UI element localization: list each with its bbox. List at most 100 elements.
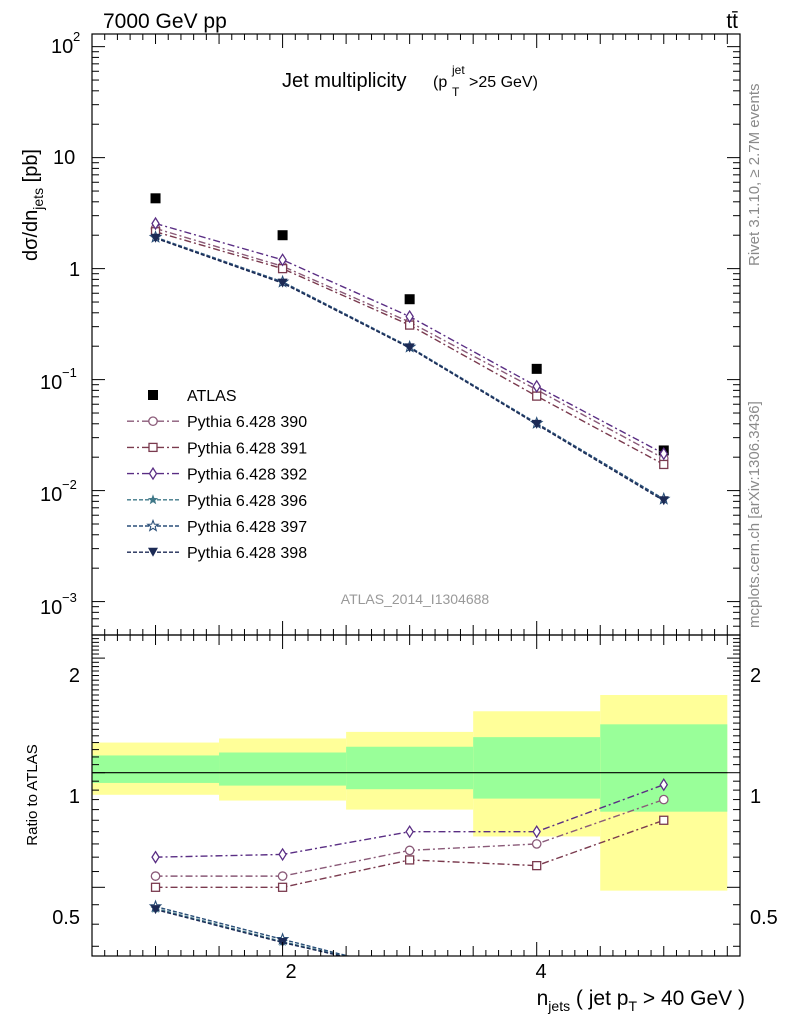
ratio-point-pythia-6-428-390-4 [531,839,542,849]
legend-marker-atlas [148,390,158,400]
main-point-atlas-4 [531,363,542,374]
ytick-label-10: 10 [53,147,75,169]
legend-label-pythia-6-428-392: Pythia 6.428 392 [187,467,307,484]
ratio-line-pythia-6-428-397 [155,905,351,956]
xtick-label-2: 2 [285,961,296,983]
ratio-point-pythia-6-428-392-5 [659,777,669,792]
legend-marker-pythia-6-428-391 [148,442,158,453]
ratio-point-pythia-6-428-392-3 [405,824,414,839]
ratio-line-pythia-6-428-396 [155,907,347,956]
xtick-labels: 2 4 [285,961,546,983]
main-point-pythia-6-428-391-4 [532,391,542,401]
ratio-point-pythia-6-428-392-4 [532,824,541,839]
ytick-label-100-exp: 2 [73,29,80,44]
ratio-ytick-2-left: 2 [69,665,80,687]
svg-text:Ratio to ATLAS: Ratio to ATLAS [24,744,41,845]
main-point-pythia-6-428-392-2 [278,253,287,267]
main-point-atlas-3 [404,294,415,305]
legend-label-pythia-6-428-396: Pythia 6.428 396 [187,493,307,510]
ytick-label-1: 1 [69,259,80,281]
ytick-label-0p001-exp: −3 [62,590,77,605]
ratio-point-pythia-6-428-392-1 [151,850,160,864]
main-series-pythia-6-428-397 [148,230,671,505]
ratio-point-pythia-6-428-391-3 [404,855,415,865]
ratio-series-pythia-6-428-392 [151,777,669,864]
main-subtitle: (p [433,74,447,91]
ratio-series-pythia-6-428-390 [150,794,669,881]
main-point-pythia-6-428-398-5 [658,496,669,506]
legend-item-pythia-6-428-398: Pythia 6.428 398 [127,545,307,562]
process-label: tt̄ [726,10,738,33]
legend-marker-pythia-6-428-392 [148,466,158,481]
main-point-pythia-6-428-392-5 [659,446,669,461]
axis-ticks [92,34,740,956]
legend-label-pythia-6-428-397: Pythia 6.428 397 [187,519,307,536]
ratio-ylabel: Ratio to ATLAS [24,744,41,845]
analysis-watermark: ATLAS_2014_I1304688 [341,591,490,607]
ratio-point-pythia-6-428-391-4 [532,860,542,871]
ratio-ytick-labels: 2 1 0.5 2 1 0.5 [52,665,778,929]
main-series-pythia-6-428-398 [150,233,669,506]
ratio-point-pythia-6-428-391-5 [659,815,669,825]
legend-item-pythia-6-428-391: Pythia 6.428 391 [127,440,307,457]
main-line-pythia-6-428-397 [155,236,665,500]
legend-item-atlas: ATLAS [148,388,237,405]
main-series-pythia-6-428-392 [151,216,669,461]
main-title-text: Jet multiplicity [282,70,406,92]
main-point-pythia-6-428-398-3 [404,343,415,353]
ytick-label-0p01: 10 [40,484,62,506]
ytick-label-0p1-exp: −1 [62,365,77,380]
main-subtitle-end: >25 GeV) [469,74,538,91]
ytick-label-0p1: 10 [40,372,62,394]
legend-label-pythia-6-428-398: Pythia 6.428 398 [187,545,307,562]
main-ylabel: dσ/dnjets [pb] [20,149,46,261]
main-point-pythia-6-428-398-2 [277,278,288,288]
ratio-point-pythia-6-428-398-3 [405,967,415,976]
ratio-line-pythia-6-428-398 [155,908,345,956]
main-point-pythia-6-428-392-1 [151,216,160,231]
x-axis-label: njets ( jet pT > 40 GeV ) [537,987,745,1014]
ratio-ytick-1-right: 1 [750,786,761,808]
collision-label: 7000 GeV pp [103,10,227,33]
main-series [148,193,671,506]
ratio-point-pythia-6-428-390-2 [277,871,288,881]
svg-text:dσ/dnjets [pb]: dσ/dnjets [pb] [20,149,46,261]
legend-label-pythia-6-428-391: Pythia 6.428 391 [187,440,307,457]
xtick-label-4: 4 [535,961,546,983]
main-title: Jet multiplicity [282,70,406,92]
ratio-series [148,777,669,976]
legend: ATLAS Pythia 6.428 390 Pythia 6.428 391 Pyt… [127,388,307,562]
ratio-ytick-2-right: 2 [750,665,761,687]
mcplots-label: mcplots.cern.ch [arXiv:1306.3436] [746,401,763,628]
legend-marker-pythia-6-428-398 [148,547,158,557]
main-point-atlas-2 [277,230,288,241]
ratio-ytick-1-left: 1 [69,786,80,808]
legend-label-pythia-6-428-390: Pythia 6.428 390 [187,414,307,431]
ytick-label-0p001: 10 [40,597,62,619]
main-ytick-labels: 10 2 10 1 10 −1 10 −2 10 −3 [40,29,80,619]
rivet-version-label: Rivet 3.1.10, ≥ 2.7M events [746,83,763,267]
main-point-pythia-6-428-392-4 [532,379,541,394]
ratio-uncertainty-bands [92,694,728,891]
main-line-pythia-6-428-398 [155,237,665,502]
ratio-ytick-0p5-left: 0.5 [52,907,80,929]
ratio-point-pythia-6-428-398-1 [150,905,161,915]
main-line-pythia-6-428-396 [155,237,665,501]
ratio-ytick-0p5-right: 0.5 [750,907,778,929]
ratio-panel-frame [91,634,741,957]
main-point-pythia-6-428-391-5 [659,459,669,470]
main-subtitle-sub: T [452,85,460,99]
ratio-point-pythia-6-428-391-2 [277,882,288,892]
ratio-point-pythia-6-428-390-5 [658,794,669,805]
ratio-point-pythia-6-428-396-3 [404,966,414,976]
band-inner-bin-2 [219,752,347,786]
main-point-pythia-6-428-398-1 [150,233,161,243]
main-point-pythia-6-428-392-3 [405,309,414,324]
legend-marker-pythia-6-428-396 [147,494,159,505]
legend-label-atlas: ATLAS [187,388,237,405]
main-point-atlas-1 [150,193,161,204]
legend-marker-pythia-6-428-397 [146,518,160,532]
ytick-label-0p01-exp: −2 [62,477,77,492]
band-inner-bin-4 [473,737,601,799]
